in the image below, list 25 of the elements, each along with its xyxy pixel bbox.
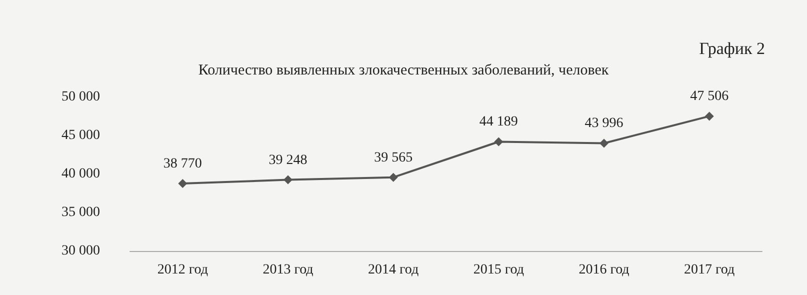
x-tick-label: 2015 год xyxy=(473,262,524,278)
x-tick-label: 2012 год xyxy=(157,262,208,278)
point xyxy=(388,172,398,182)
text: График 2 xyxy=(699,39,766,58)
y-tick-label: 40 000 xyxy=(62,166,100,182)
point xyxy=(600,138,608,148)
y-tick-label: 45 000 xyxy=(62,128,100,143)
data-label: 44 189 xyxy=(479,114,518,130)
point xyxy=(284,175,292,184)
point xyxy=(178,178,188,188)
x-tick-label: 2016 год xyxy=(578,262,630,278)
x-tick-label: 2017 год xyxy=(684,262,735,278)
x-tick-label: 2013 год xyxy=(262,262,314,278)
chart-title: Количество выявленных злокачественных заболеваний, человек xyxy=(198,62,610,78)
data-label: 47 506 xyxy=(690,89,729,104)
y-tick-label: 30 000 xyxy=(62,244,100,258)
data-label: 43 996 xyxy=(584,116,624,132)
x-tick-label: 2014 год xyxy=(368,262,419,278)
data-label: 39 565 xyxy=(374,150,413,166)
data-label: 39 248 xyxy=(268,152,308,168)
data-label: 38 770 xyxy=(163,156,202,172)
y-tick-label: 35 000 xyxy=(62,205,100,220)
point xyxy=(494,137,504,146)
y-tick-label: 50 000 xyxy=(62,90,100,104)
point xyxy=(704,112,714,121)
